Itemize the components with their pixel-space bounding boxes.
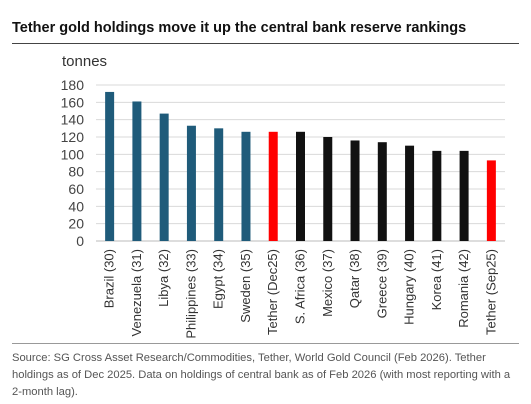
x-tick-label: Tether (Sep25) bbox=[483, 249, 498, 335]
y-tick-label: 140 bbox=[61, 112, 85, 128]
y-tick-label: 120 bbox=[61, 129, 85, 145]
title-divider bbox=[12, 43, 519, 44]
bar bbox=[105, 91, 115, 241]
x-tick-label: Mexico (37) bbox=[320, 249, 335, 317]
bar bbox=[241, 131, 251, 241]
bar bbox=[432, 150, 442, 241]
x-tick-label: Venezuela (31) bbox=[129, 249, 144, 336]
bar bbox=[159, 113, 169, 241]
x-tick-label: Sweden (35) bbox=[238, 249, 253, 323]
bar bbox=[459, 150, 469, 241]
bar bbox=[350, 140, 360, 241]
y-tick-label: 60 bbox=[68, 181, 84, 197]
x-tick-label: Philippines (33) bbox=[183, 249, 198, 339]
x-tick-label: Egypt (34) bbox=[211, 249, 226, 309]
bar bbox=[186, 125, 196, 241]
y-axis-label: tonnes bbox=[62, 53, 107, 70]
y-tick-label: 0 bbox=[76, 233, 84, 249]
bar bbox=[296, 131, 305, 241]
chart-title: Tether gold holdings move it up the cent… bbox=[12, 20, 467, 36]
x-tick-label: Qatar (38) bbox=[347, 249, 362, 308]
bar bbox=[132, 101, 142, 241]
x-axis-ticks: Brazil (30) Venezuela (31) Libya (32) Phili… bbox=[102, 249, 499, 339]
bar bbox=[214, 128, 224, 241]
x-tick-label: S. Africa (36) bbox=[293, 249, 308, 324]
y-tick-label: 160 bbox=[61, 94, 85, 110]
x-tick-label: Tether (Dec25) bbox=[265, 249, 280, 335]
x-tick-label: Brazil (30) bbox=[102, 249, 117, 308]
source-note: Source: SG Cross Asset Research/Commodit… bbox=[12, 352, 511, 398]
y-tick-label: 80 bbox=[68, 164, 84, 180]
y-tick-label: 20 bbox=[68, 216, 84, 232]
y-tick-label: 180 bbox=[61, 77, 85, 93]
y-tick-label: 40 bbox=[68, 198, 84, 214]
y-tick-label: 100 bbox=[61, 146, 85, 162]
source-divider bbox=[12, 343, 519, 344]
x-tick-label: Romania (42) bbox=[456, 249, 471, 328]
x-tick-label: Korea (41) bbox=[429, 249, 444, 310]
bar bbox=[405, 145, 415, 241]
bar bbox=[486, 160, 496, 241]
bars bbox=[105, 91, 496, 241]
x-tick-label: Hungary (40) bbox=[402, 249, 417, 325]
x-tick-label: Greece (39) bbox=[374, 249, 389, 318]
bar bbox=[323, 137, 333, 241]
x-tick-label: Libya (32) bbox=[156, 249, 171, 307]
bar bbox=[377, 142, 387, 241]
bar bbox=[268, 131, 278, 241]
